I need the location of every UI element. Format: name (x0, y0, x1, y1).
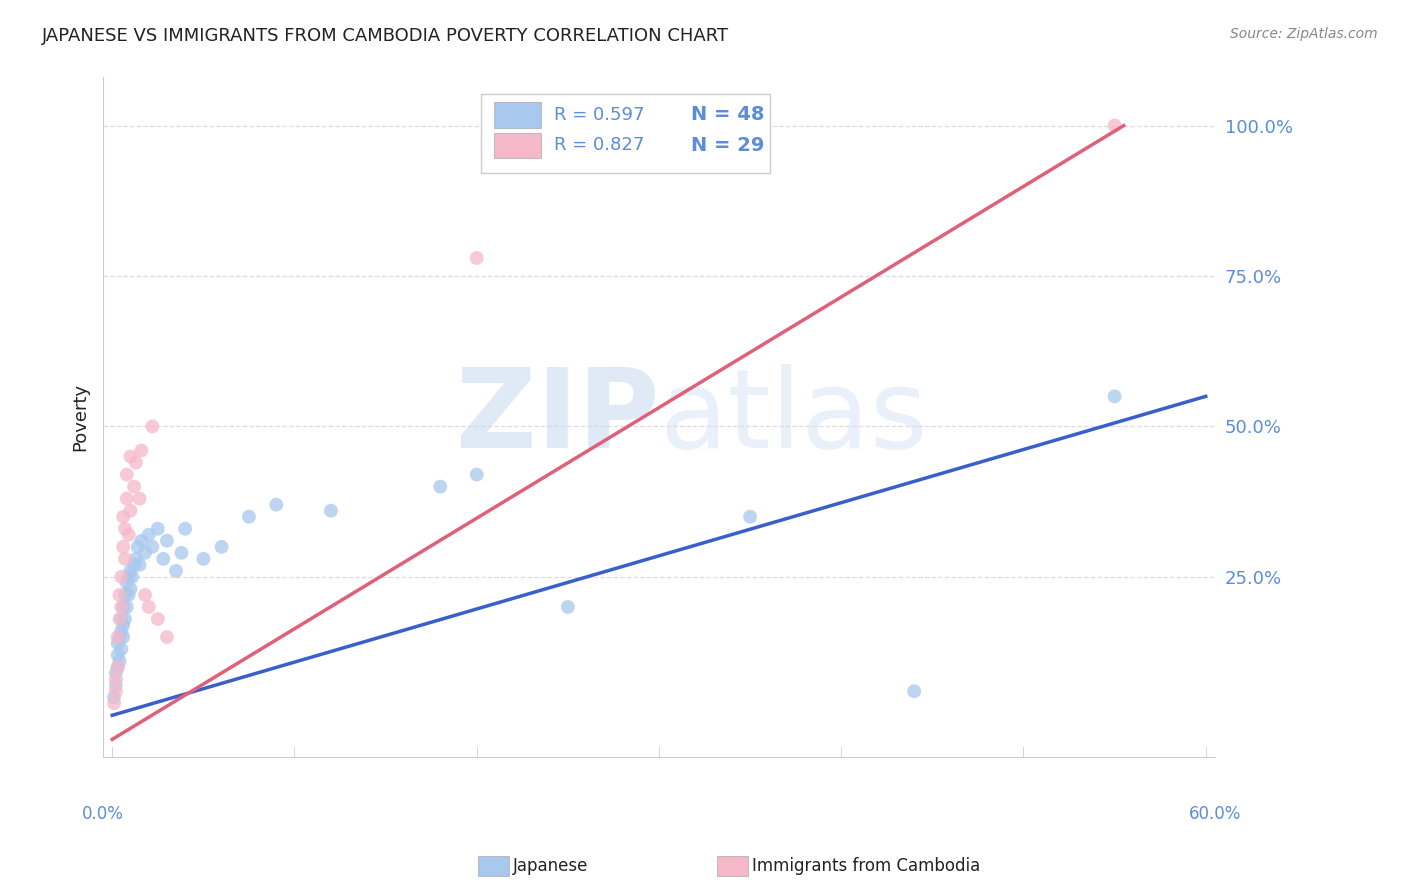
Point (131, 443, 153, 458)
Point (104, 672, 127, 686)
Point (107, 660, 129, 674)
Point (117, 588, 139, 602)
Point (108, 588, 131, 602)
Point (134, 588, 156, 602)
Point (120, 564, 142, 578)
Point (125, 456, 148, 470)
Point (110, 599, 132, 614)
Point (115, 491, 138, 506)
Point (174, 522, 197, 536)
Point (112, 599, 135, 614)
Point (115, 599, 138, 614)
Text: 0.0%: 0.0% (82, 805, 124, 823)
Point (1104, 389, 1126, 403)
Point (465, 467, 488, 482)
Text: Japanese: Japanese (513, 857, 589, 875)
Point (122, 558, 145, 572)
Point (429, 480, 451, 494)
Point (114, 588, 136, 602)
Text: Source: ZipAtlas.com: Source: ZipAtlas.com (1230, 27, 1378, 41)
Point (165, 564, 187, 578)
Point (112, 540, 135, 554)
Point (115, 467, 138, 482)
Point (114, 551, 136, 566)
Point (264, 498, 287, 512)
Point (156, 630, 179, 644)
Point (115, 575, 138, 590)
Point (141, 419, 163, 434)
Text: JAPANESE VS IMMIGRANTS FROM CAMBODIA POVERTY CORRELATION CHART: JAPANESE VS IMMIGRANTS FROM CAMBODIA POV… (42, 27, 730, 45)
Bar (495, 102, 541, 128)
Point (110, 642, 132, 657)
Point (146, 612, 169, 626)
Point (103, 690, 125, 705)
Point (134, 546, 156, 560)
Point (127, 540, 149, 554)
Point (138, 599, 160, 614)
Point (120, 582, 142, 596)
Point (131, 533, 153, 548)
Point (156, 533, 179, 548)
Text: R = 0.827: R = 0.827 (554, 136, 645, 154)
Point (107, 630, 129, 644)
Point (903, 684, 925, 698)
Point (465, 251, 488, 265)
Text: N = 29: N = 29 (692, 136, 765, 155)
Point (110, 624, 132, 638)
Point (740, 509, 762, 524)
Bar (495, 133, 541, 159)
Point (104, 678, 127, 692)
Point (211, 540, 233, 554)
Point (110, 570, 132, 584)
Point (319, 504, 342, 518)
Point (108, 654, 131, 668)
Point (110, 612, 132, 626)
Point (128, 558, 150, 572)
Point (138, 528, 160, 542)
Point (120, 504, 142, 518)
Point (107, 660, 129, 674)
Point (117, 570, 139, 584)
Text: 60.0%: 60.0% (1188, 805, 1241, 823)
Point (112, 618, 135, 632)
Point (103, 696, 125, 710)
Point (238, 509, 260, 524)
Point (122, 480, 145, 494)
Point (104, 684, 127, 698)
Point (114, 522, 136, 536)
Point (107, 648, 129, 662)
Point (112, 509, 135, 524)
Point (120, 450, 142, 464)
Point (1104, 119, 1126, 133)
Text: atlas: atlas (659, 364, 928, 471)
Text: Immigrants from Cambodia: Immigrants from Cambodia (752, 857, 980, 875)
Point (141, 540, 163, 554)
Point (557, 599, 579, 614)
Point (108, 612, 131, 626)
Text: R = 0.597: R = 0.597 (554, 106, 645, 124)
Point (170, 546, 193, 560)
Point (104, 666, 127, 681)
Text: N = 48: N = 48 (692, 105, 765, 124)
Y-axis label: Poverty: Poverty (72, 384, 89, 451)
Point (125, 551, 148, 566)
Point (146, 522, 169, 536)
Point (112, 630, 135, 644)
Point (152, 551, 174, 566)
Bar (481, 95, 770, 173)
Point (128, 491, 150, 506)
Point (108, 630, 131, 644)
Text: ZIP: ZIP (456, 364, 659, 471)
Point (114, 612, 136, 626)
Point (117, 528, 139, 542)
Point (193, 551, 215, 566)
Point (121, 570, 143, 584)
Point (107, 636, 129, 650)
